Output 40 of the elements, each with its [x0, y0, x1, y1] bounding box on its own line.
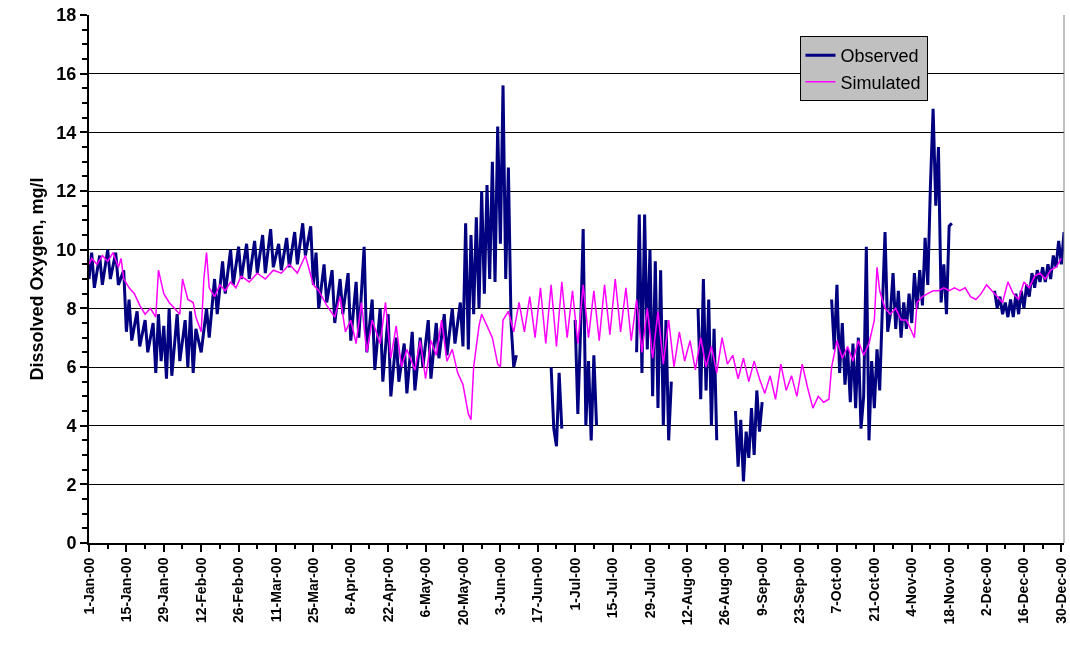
x-tick-label: 12-Feb-00	[192, 557, 209, 623]
x-tick-label: 30-Dec-00	[1052, 557, 1069, 624]
x-tick-label: 29-Jan-00	[155, 557, 172, 623]
x-tick-label: 1-Jul-00	[566, 557, 583, 611]
legend-label: Observed	[840, 46, 919, 67]
x-tick-label: 7-Oct-00	[828, 557, 845, 614]
x-tick-label: 6-May-00	[417, 557, 434, 618]
x-tick-label: 25-Mar-00	[304, 557, 321, 623]
y-tick-label: 16	[56, 63, 77, 84]
x-tick-label: 22-Apr-00	[379, 557, 396, 623]
x-tick-label: 29-Jul-00	[641, 557, 658, 619]
y-tick-label: 12	[56, 181, 77, 202]
x-tick-label: 23-Sep-00	[791, 557, 808, 624]
x-tick-label: 21-Oct-00	[865, 557, 882, 622]
x-tick-label: 15-Jul-00	[604, 557, 621, 619]
x-tick-label: 18-Nov-00	[940, 557, 957, 625]
x-tick-label: 2-Dec-00	[978, 557, 995, 616]
y-tick-label: 10	[56, 239, 77, 260]
x-tick-label: 12-Aug-00	[678, 557, 695, 626]
y-tick-label: 8	[66, 298, 77, 319]
x-tick-label: 11-Mar-00	[267, 557, 284, 623]
x-tick-label: 26-Feb-00	[230, 557, 247, 623]
y-tick-label: 6	[66, 357, 77, 378]
y-tick-label: 18	[56, 5, 77, 26]
x-tick-label: 4-Nov-00	[903, 557, 920, 617]
x-tick-label: 9-Sep-00	[753, 557, 770, 616]
y-tick-label: 2	[66, 474, 77, 495]
x-tick-label: 17-Jun-00	[529, 557, 546, 623]
x-tick-label: 8-Apr-00	[342, 557, 359, 615]
y-tick-label: 0	[66, 533, 77, 554]
y-tick-label: 4	[66, 415, 77, 436]
x-tick-label: 20-May-00	[454, 557, 471, 626]
x-tick-label: 1-Jan-00	[80, 557, 97, 615]
x-tick-label: 26-Aug-00	[716, 557, 733, 626]
y-axis-title: Dissolved Oxygen, mg/l	[27, 177, 48, 381]
y-tick-label: 14	[56, 122, 77, 143]
legend-label: Simulated	[840, 72, 921, 93]
x-tick-label: 15-Jan-00	[117, 557, 134, 623]
x-tick-label: 3-Jun-00	[491, 557, 508, 616]
x-tick-label: 16-Dec-00	[1015, 557, 1032, 624]
